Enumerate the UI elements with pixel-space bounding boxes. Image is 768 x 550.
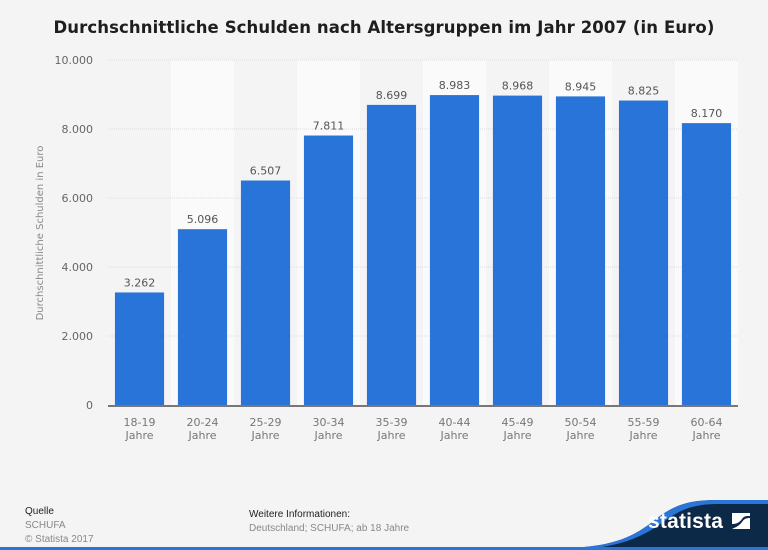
x-tick-label: 30-34 (313, 416, 345, 429)
value-labels: 3.262 5.096 6.507 7.811 8.699 8.983 8.968 8.945… (124, 79, 723, 289)
value-label: 7.811 (313, 120, 345, 133)
statista-logo[interactable]: statista (648, 510, 751, 534)
x-tick-label: 45-49 (502, 416, 534, 429)
x-tick-label: Jahre (124, 429, 153, 442)
value-label: 8.945 (565, 80, 597, 93)
bar (429, 95, 480, 406)
y-tick-label: 0 (86, 399, 93, 412)
statista-logo-text: statista (648, 510, 724, 533)
x-axis-ticks: 18-19Jahre20-24Jahre25-29Jahre30-34Jahre… (124, 416, 723, 442)
bar-chart: 0 2.000 4.000 6.000 8.000 10.000 Durchschnitt… (35, 54, 738, 442)
value-label: 8.983 (439, 79, 471, 92)
value-label: 8.170 (691, 107, 723, 120)
copyright: © Statista 2017 (25, 534, 94, 545)
x-tick-label: Jahre (691, 429, 720, 442)
statista-brand-wave (560, 500, 768, 550)
x-tick-label: Jahre (376, 429, 405, 442)
x-tick-label: Jahre (565, 429, 594, 442)
x-tick-label: 25-29 (250, 416, 282, 429)
y-tick-label: 4.000 (62, 261, 94, 274)
x-tick-label: Jahre (250, 429, 279, 442)
source-label: Quelle (25, 506, 54, 517)
x-tick-label: 35-39 (376, 416, 408, 429)
x-tick-label: 50-54 (565, 416, 597, 429)
value-label: 8.968 (502, 80, 534, 93)
bar (303, 135, 354, 405)
source-value: SCHUFA (25, 520, 66, 531)
bar (177, 229, 228, 405)
y-tick-label: 10.000 (55, 54, 94, 67)
y-axis-ticks: 0 2.000 4.000 6.000 8.000 10.000 (55, 54, 94, 412)
x-tick-label: Jahre (439, 429, 468, 442)
x-tick-label: Jahre (628, 429, 657, 442)
value-label: 8.825 (628, 85, 660, 98)
chart-title: Durchschnittliche Schulden nach Altersgr… (53, 18, 715, 37)
bar (366, 104, 417, 406)
y-axis-label: Durchschnittliche Schulden in Euro (35, 146, 46, 321)
value-label: 5.096 (187, 213, 219, 226)
y-tick-label: 2.000 (62, 330, 94, 343)
info-value: Deutschland; SCHUFA; ab 18 Jahre (249, 523, 410, 534)
bars (114, 95, 732, 406)
bar (618, 100, 669, 405)
x-tick-label: Jahre (502, 429, 531, 442)
bar (681, 123, 732, 405)
x-tick-label: Jahre (187, 429, 216, 442)
statista-logo-icon (732, 513, 751, 529)
y-tick-label: 6.000 (62, 192, 94, 205)
x-tick-label: 55-59 (628, 416, 660, 429)
y-tick-label: 8.000 (62, 123, 94, 136)
bottom-accent-bar (0, 547, 768, 550)
x-tick-label: Jahre (313, 429, 342, 442)
x-tick-label: 40-44 (439, 416, 471, 429)
bar (492, 95, 543, 405)
x-tick-label: 60-64 (691, 416, 723, 429)
value-label: 3.262 (124, 276, 156, 289)
value-label: 8.699 (376, 89, 408, 102)
bar (240, 180, 291, 405)
bar (555, 96, 606, 406)
x-tick-label: 18-19 (124, 416, 156, 429)
x-tick-label: 20-24 (187, 416, 219, 429)
info-label: Weitere Informationen: (249, 509, 350, 520)
value-label: 6.507 (250, 165, 282, 178)
bar (114, 292, 165, 405)
